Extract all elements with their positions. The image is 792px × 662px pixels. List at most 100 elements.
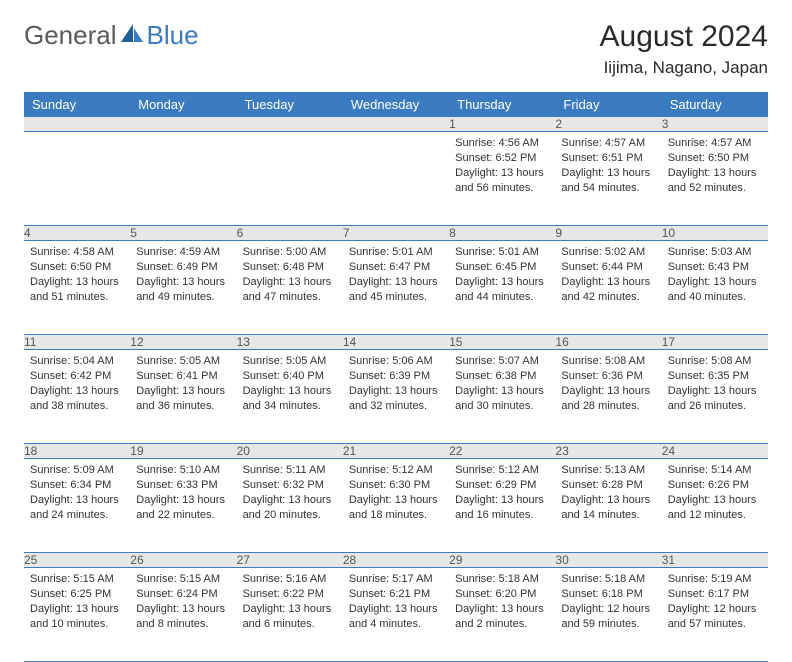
day-cell: Sunrise: 4:56 AMSunset: 6:52 PMDaylight:… xyxy=(449,132,555,226)
day-details: Sunrise: 5:12 AMSunset: 6:30 PMDaylight:… xyxy=(343,459,449,528)
daylight-text: Daylight: 13 hours and 49 minutes. xyxy=(136,275,230,305)
daylight-text: Daylight: 13 hours and 32 minutes. xyxy=(349,384,443,414)
daylight-text: Daylight: 13 hours and 16 minutes. xyxy=(455,493,549,523)
day-cell: Sunrise: 5:16 AMSunset: 6:22 PMDaylight:… xyxy=(237,568,343,662)
day-details: Sunrise: 5:02 AMSunset: 6:44 PMDaylight:… xyxy=(555,241,661,310)
day-cell: Sunrise: 5:03 AMSunset: 6:43 PMDaylight:… xyxy=(662,241,768,335)
day-cell: Sunrise: 5:18 AMSunset: 6:18 PMDaylight:… xyxy=(555,568,661,662)
sunset-text: Sunset: 6:52 PM xyxy=(455,151,549,166)
day-header: Thursday xyxy=(449,92,555,117)
day-number: 11 xyxy=(24,335,130,350)
day-details: Sunrise: 4:58 AMSunset: 6:50 PMDaylight:… xyxy=(24,241,130,310)
day-cell: Sunrise: 5:05 AMSunset: 6:40 PMDaylight:… xyxy=(237,350,343,444)
daylight-text: Daylight: 13 hours and 28 minutes. xyxy=(561,384,655,414)
sunrise-text: Sunrise: 5:02 AM xyxy=(561,245,655,260)
sunrise-text: Sunrise: 5:03 AM xyxy=(668,245,762,260)
day-number: 24 xyxy=(662,444,768,459)
day-details: Sunrise: 5:08 AMSunset: 6:36 PMDaylight:… xyxy=(555,350,661,419)
sunrise-text: Sunrise: 4:57 AM xyxy=(668,136,762,151)
sunrise-text: Sunrise: 5:11 AM xyxy=(243,463,337,478)
sunset-text: Sunset: 6:36 PM xyxy=(561,369,655,384)
day-number: 27 xyxy=(237,553,343,568)
sunrise-text: Sunrise: 4:57 AM xyxy=(561,136,655,151)
sunrise-text: Sunrise: 5:12 AM xyxy=(349,463,443,478)
sunrise-text: Sunrise: 5:08 AM xyxy=(561,354,655,369)
day-details: Sunrise: 4:56 AMSunset: 6:52 PMDaylight:… xyxy=(449,132,555,201)
day-number: 21 xyxy=(343,444,449,459)
day-details: Sunrise: 5:04 AMSunset: 6:42 PMDaylight:… xyxy=(24,350,130,419)
day-details: Sunrise: 5:10 AMSunset: 6:33 PMDaylight:… xyxy=(130,459,236,528)
week-row: Sunrise: 5:04 AMSunset: 6:42 PMDaylight:… xyxy=(24,350,768,444)
month-title: August 2024 xyxy=(600,20,768,54)
day-cell: Sunrise: 5:14 AMSunset: 6:26 PMDaylight:… xyxy=(662,459,768,553)
sunset-text: Sunset: 6:44 PM xyxy=(561,260,655,275)
sunset-text: Sunset: 6:47 PM xyxy=(349,260,443,275)
day-number: 28 xyxy=(343,553,449,568)
daylight-text: Daylight: 13 hours and 38 minutes. xyxy=(30,384,124,414)
day-details: Sunrise: 4:57 AMSunset: 6:50 PMDaylight:… xyxy=(662,132,768,201)
sunset-text: Sunset: 6:33 PM xyxy=(136,478,230,493)
day-number xyxy=(237,117,343,132)
brand-part1: General xyxy=(24,20,117,51)
brand-part2: Blue xyxy=(147,20,199,51)
sunrise-text: Sunrise: 5:05 AM xyxy=(136,354,230,369)
sunrise-text: Sunrise: 5:19 AM xyxy=(668,572,762,587)
day-cell: Sunrise: 5:13 AMSunset: 6:28 PMDaylight:… xyxy=(555,459,661,553)
day-number: 19 xyxy=(130,444,236,459)
sunset-text: Sunset: 6:32 PM xyxy=(243,478,337,493)
day-header-row: SundayMondayTuesdayWednesdayThursdayFrid… xyxy=(24,92,768,117)
daylight-text: Daylight: 13 hours and 24 minutes. xyxy=(30,493,124,523)
sunset-text: Sunset: 6:49 PM xyxy=(136,260,230,275)
day-number: 3 xyxy=(662,117,768,132)
week-row: Sunrise: 4:58 AMSunset: 6:50 PMDaylight:… xyxy=(24,241,768,335)
daylight-text: Daylight: 13 hours and 36 minutes. xyxy=(136,384,230,414)
sunrise-text: Sunrise: 5:07 AM xyxy=(455,354,549,369)
day-cell xyxy=(24,132,130,226)
sunset-text: Sunset: 6:24 PM xyxy=(136,587,230,602)
day-details: Sunrise: 5:15 AMSunset: 6:24 PMDaylight:… xyxy=(130,568,236,637)
day-number: 10 xyxy=(662,226,768,241)
day-number: 14 xyxy=(343,335,449,350)
sunset-text: Sunset: 6:35 PM xyxy=(668,369,762,384)
day-details: Sunrise: 5:19 AMSunset: 6:17 PMDaylight:… xyxy=(662,568,768,637)
day-cell: Sunrise: 5:17 AMSunset: 6:21 PMDaylight:… xyxy=(343,568,449,662)
day-details: Sunrise: 5:17 AMSunset: 6:21 PMDaylight:… xyxy=(343,568,449,637)
sunset-text: Sunset: 6:26 PM xyxy=(668,478,762,493)
daylight-text: Daylight: 13 hours and 44 minutes. xyxy=(455,275,549,305)
day-cell: Sunrise: 5:15 AMSunset: 6:25 PMDaylight:… xyxy=(24,568,130,662)
day-cell: Sunrise: 5:12 AMSunset: 6:29 PMDaylight:… xyxy=(449,459,555,553)
sunrise-text: Sunrise: 4:56 AM xyxy=(455,136,549,151)
sunrise-text: Sunrise: 5:18 AM xyxy=(561,572,655,587)
daylight-text: Daylight: 13 hours and 8 minutes. xyxy=(136,602,230,632)
day-number: 1 xyxy=(449,117,555,132)
day-number: 9 xyxy=(555,226,661,241)
daylight-text: Daylight: 13 hours and 26 minutes. xyxy=(668,384,762,414)
day-number: 13 xyxy=(237,335,343,350)
daylight-text: Daylight: 13 hours and 14 minutes. xyxy=(561,493,655,523)
day-details: Sunrise: 5:13 AMSunset: 6:28 PMDaylight:… xyxy=(555,459,661,528)
day-cell: Sunrise: 5:15 AMSunset: 6:24 PMDaylight:… xyxy=(130,568,236,662)
day-cell xyxy=(130,132,236,226)
day-cell: Sunrise: 5:01 AMSunset: 6:45 PMDaylight:… xyxy=(449,241,555,335)
sunset-text: Sunset: 6:17 PM xyxy=(668,587,762,602)
daylight-text: Daylight: 13 hours and 52 minutes. xyxy=(668,166,762,196)
sunset-text: Sunset: 6:29 PM xyxy=(455,478,549,493)
day-details: Sunrise: 5:01 AMSunset: 6:45 PMDaylight:… xyxy=(449,241,555,310)
week-row: Sunrise: 4:56 AMSunset: 6:52 PM Daylight:… xyxy=(24,132,768,226)
daylight-text: Daylight: 13 hours and 20 minutes. xyxy=(243,493,337,523)
sunset-text: Sunset: 6:50 PM xyxy=(668,151,762,166)
brand-logo: General Blue xyxy=(24,20,199,51)
day-cell: Sunrise: 5:08 AMSunset: 6:35 PMDaylight:… xyxy=(662,350,768,444)
day-number: 20 xyxy=(237,444,343,459)
location-text: Iijima, Nagano, Japan xyxy=(600,58,768,78)
day-header: Sunday xyxy=(24,92,130,117)
day-cell: Sunrise: 5:18 AMSunset: 6:20 PMDaylight:… xyxy=(449,568,555,662)
day-details: Sunrise: 5:00 AMSunset: 6:48 PMDaylight:… xyxy=(237,241,343,310)
day-cell: Sunrise: 5:04 AMSunset: 6:42 PMDaylight:… xyxy=(24,350,130,444)
daylight-text: Daylight: 13 hours and 34 minutes. xyxy=(243,384,337,414)
sunset-text: Sunset: 6:38 PM xyxy=(455,369,549,384)
daylight-text: Daylight: 13 hours and 22 minutes. xyxy=(136,493,230,523)
day-number: 5 xyxy=(130,226,236,241)
sunrise-text: Sunrise: 5:01 AM xyxy=(455,245,549,260)
day-number: 29 xyxy=(449,553,555,568)
